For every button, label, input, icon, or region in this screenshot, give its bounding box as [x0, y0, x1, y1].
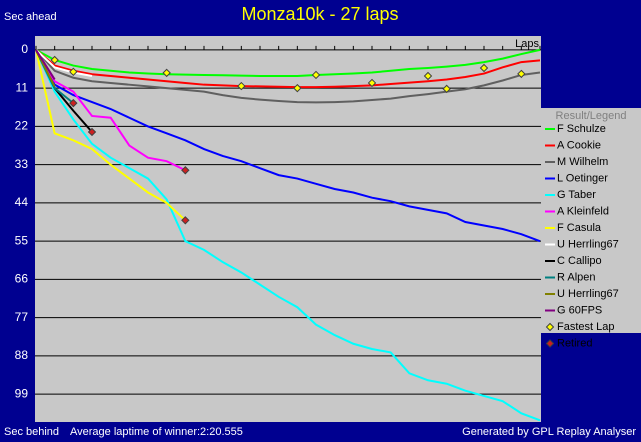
series-line	[35, 49, 541, 243]
legend-label: A Kleinfeld	[557, 205, 609, 217]
y-tick-label: 0	[21, 42, 28, 56]
footer-right: Generated by GPL Replay Analyser	[462, 426, 636, 438]
marker	[442, 84, 451, 94]
marker	[162, 68, 171, 78]
footer-left: Average laptime of winner:2:20.555	[70, 426, 243, 438]
series-line	[35, 49, 541, 89]
marker	[87, 127, 97, 137]
chart-title: Monza10k - 27 laps	[241, 4, 398, 24]
marker	[181, 216, 190, 225]
marker	[69, 98, 78, 108]
series-line	[35, 49, 186, 172]
legend-swatch	[545, 322, 555, 332]
series-line	[35, 49, 93, 77]
legend-label: Fastest Lap	[557, 321, 614, 333]
series-line	[35, 49, 541, 104]
legend-box	[541, 108, 641, 333]
legend-label: L Oetinger	[557, 172, 608, 184]
y-tick-label: 99	[15, 386, 29, 400]
series-line	[35, 48, 541, 77]
marker	[517, 69, 526, 79]
marker	[423, 71, 433, 81]
series-line	[35, 49, 56, 81]
y-tick-label: 22	[15, 119, 29, 133]
legend-label: G 60FPS	[557, 304, 602, 316]
series-line	[35, 49, 187, 222]
legend-label: R Alpen	[557, 271, 596, 283]
legend-label: C Callipo	[557, 255, 602, 267]
marker	[479, 63, 489, 73]
y-tick-label: 88	[15, 348, 29, 362]
y-tick-label: 44	[15, 195, 29, 209]
y-tick-label: 33	[15, 157, 29, 171]
marker	[181, 166, 190, 175]
marker	[69, 67, 78, 77]
legend-label: U Herrling67	[557, 238, 619, 250]
legend-label: F Casula	[557, 222, 602, 234]
series-line	[35, 49, 541, 422]
plot-area	[35, 36, 541, 422]
marker	[293, 83, 302, 93]
legend-label: M Wilhelm	[557, 156, 608, 168]
legend-label: Retired	[557, 337, 592, 349]
legend-label: F Schulze	[557, 123, 606, 135]
marker	[237, 81, 246, 91]
legend-title: Result/Legend	[556, 110, 627, 122]
marker	[311, 70, 321, 80]
y-tick-label: 11	[16, 80, 29, 94]
legend-label: U Herrling67	[557, 288, 619, 300]
y-tick-label: 55	[15, 233, 29, 247]
legend-swatch	[545, 339, 555, 348]
y-tick-label: 66	[15, 272, 29, 286]
y-label-bottom: Sec behind	[4, 426, 59, 438]
legend-label: G Taber	[557, 189, 596, 201]
y-tick-label: 77	[15, 310, 29, 324]
marker	[50, 55, 59, 65]
marker	[367, 78, 377, 88]
y-label-top: Sec ahead	[4, 11, 57, 23]
x-label: Laps	[515, 38, 539, 50]
legend-label: A Cookie	[557, 139, 601, 151]
